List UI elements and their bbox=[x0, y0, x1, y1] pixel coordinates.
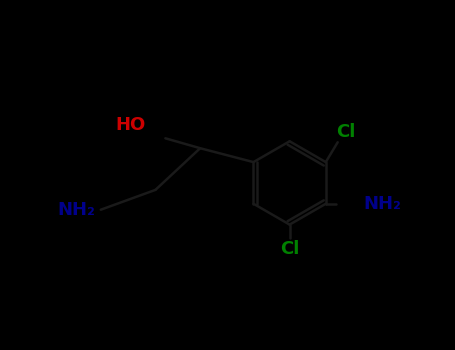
Text: NH₂: NH₂ bbox=[57, 201, 95, 219]
Text: Cl: Cl bbox=[280, 240, 299, 258]
Text: NH₂: NH₂ bbox=[364, 195, 401, 213]
Text: Cl: Cl bbox=[336, 123, 355, 141]
Text: HO: HO bbox=[115, 117, 146, 134]
